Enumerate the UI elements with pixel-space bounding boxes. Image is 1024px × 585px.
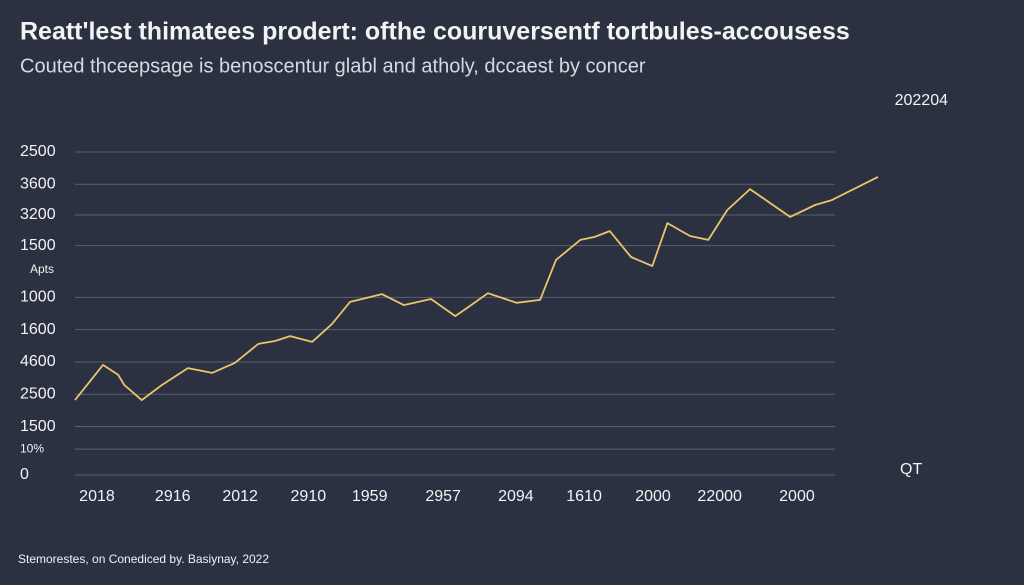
y-tick-label: 1000 <box>20 289 56 306</box>
y-tick-label: 10% <box>20 441 44 455</box>
y-tick-label: 0 <box>20 466 29 483</box>
footer: Stemorestes, on Conediced by. Basiynay, … <box>18 552 269 566</box>
y-tick-label: 4600 <box>20 353 56 370</box>
y-tick-label: 3600 <box>20 176 56 193</box>
y-tick-label: 1500 <box>20 237 56 254</box>
x-tick-label: 1959 <box>352 488 388 505</box>
x-tick-label: 2957 <box>425 488 461 505</box>
x-tick-label: 2000 <box>779 488 815 505</box>
x-tick-label: 2094 <box>498 488 534 505</box>
y-tick-label: 1600 <box>20 321 56 338</box>
x-tick-label: 22000 <box>697 488 742 505</box>
x-tick-label: 1610 <box>566 488 602 505</box>
x-tick-label: 2916 <box>155 488 191 505</box>
x-tick-label: 2910 <box>291 488 327 505</box>
x-tick-label: 2000 <box>635 488 671 505</box>
x-axis-label: QT <box>900 461 922 478</box>
data-line <box>74 176 879 401</box>
y-tick-label: 3200 <box>20 206 56 223</box>
y-axis-label: Apts <box>30 262 54 276</box>
y-tick-label: 2500 <box>20 143 56 160</box>
x-tick-label: 2018 <box>79 488 115 505</box>
x-tick-label: 2012 <box>222 488 258 505</box>
chart-title: Reatt'lest thimatees prodert: ofthe cour… <box>20 18 850 46</box>
annotation: 202204 <box>895 92 948 109</box>
y-tick-label: 1500 <box>20 418 56 435</box>
chart-subtitle: Couted thceepsage is benoscentur glabl a… <box>20 55 646 77</box>
y-tick-label: 2500 <box>20 385 56 402</box>
